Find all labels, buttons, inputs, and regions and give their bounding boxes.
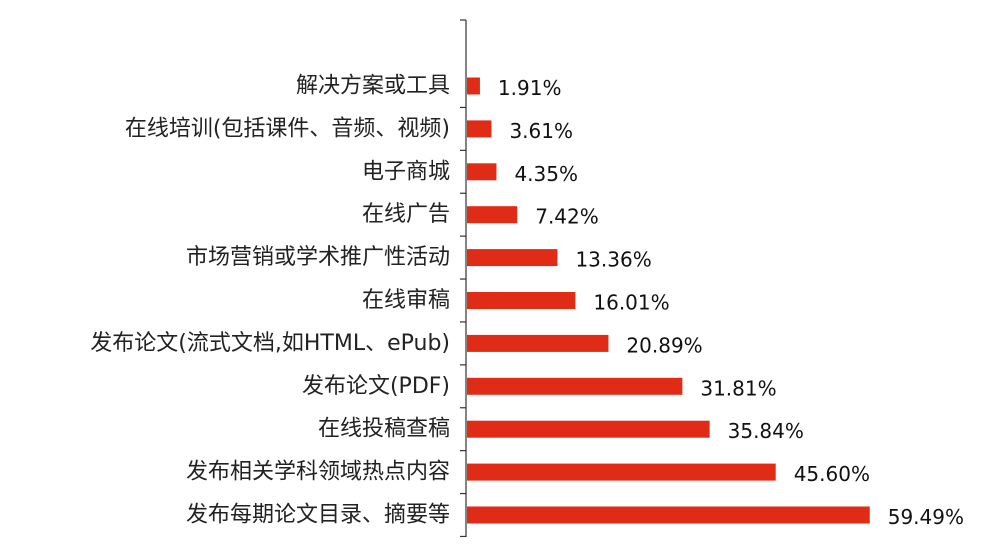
value-label: 7.42% <box>535 205 599 229</box>
category-label: 在线投稿查稿 <box>318 417 450 442</box>
category-label: 发布论文(PDF) <box>302 374 450 399</box>
value-label: 16.01% <box>593 291 669 315</box>
bar-layer <box>467 77 870 524</box>
value-label: 4.35% <box>514 162 578 186</box>
value-label: 35.84% <box>728 419 804 443</box>
bar <box>467 77 480 95</box>
category-label: 发布论文(流式文档,如HTML、ePub) <box>90 331 450 356</box>
value-label: 13.36% <box>575 248 651 272</box>
value-label: 59.49% <box>888 505 964 529</box>
bar <box>467 249 558 267</box>
value-label: 20.89% <box>626 333 702 357</box>
category-label: 在线审稿 <box>362 288 450 313</box>
bar <box>467 334 609 352</box>
value-label: 45.60% <box>794 462 870 486</box>
bar <box>467 163 497 181</box>
category-label: 发布每期论文目录、摘要等 <box>186 503 450 528</box>
value-label: 3.61% <box>509 119 573 143</box>
bar <box>467 206 518 224</box>
bar <box>467 377 683 395</box>
category-label: 发布相关学科领域热点内容 <box>186 460 450 485</box>
category-label: 在线广告 <box>362 202 450 227</box>
bar <box>467 292 576 309</box>
value-label: 31.81% <box>700 376 776 400</box>
bar <box>467 120 492 138</box>
category-label: 市场营销或学术推广性活动 <box>186 245 450 270</box>
bar <box>467 463 776 481</box>
bar <box>467 506 870 524</box>
bar <box>467 420 710 438</box>
category-label: 解决方案或工具 <box>296 74 450 99</box>
category-label: 电子商城 <box>362 159 450 184</box>
label-layer: 解决方案或工具 1.91% 在线培训(包括课件、音频、视频) 3.61% 电子商城 4.3… <box>90 74 964 530</box>
value-label: 1.91% <box>498 76 562 100</box>
axis-layer <box>460 19 467 538</box>
category-label: 在线培训(包括课件、音频、视频) <box>125 116 450 141</box>
